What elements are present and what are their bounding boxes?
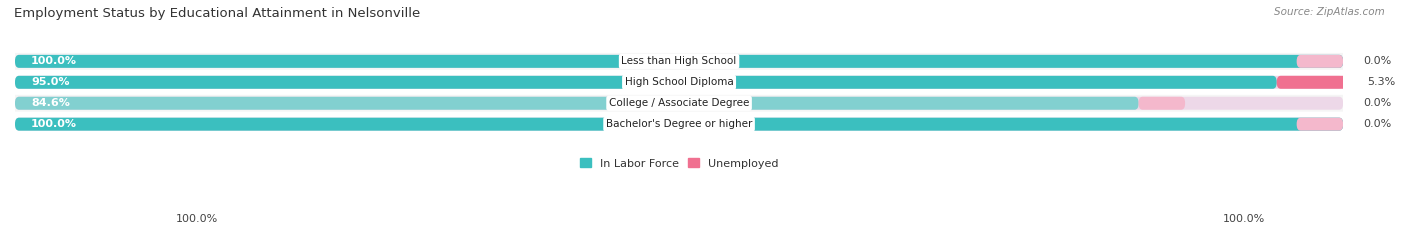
Text: 100.0%: 100.0% [31,119,77,129]
FancyBboxPatch shape [1139,97,1185,110]
Text: 84.6%: 84.6% [31,98,70,108]
Text: 0.0%: 0.0% [1362,98,1392,108]
FancyBboxPatch shape [1296,118,1343,131]
FancyBboxPatch shape [15,116,1343,133]
FancyBboxPatch shape [15,97,1139,110]
FancyBboxPatch shape [15,53,1343,70]
Text: 100.0%: 100.0% [176,214,218,224]
FancyBboxPatch shape [15,74,1343,91]
FancyBboxPatch shape [15,76,1343,89]
Text: 5.3%: 5.3% [1367,77,1395,87]
FancyBboxPatch shape [1296,55,1343,68]
Text: 100.0%: 100.0% [31,56,77,66]
Text: High School Diploma: High School Diploma [624,77,734,87]
Text: Less than High School: Less than High School [621,56,737,66]
Legend: In Labor Force, Unemployed: In Labor Force, Unemployed [579,158,779,169]
FancyBboxPatch shape [15,118,1343,131]
FancyBboxPatch shape [15,55,1343,68]
Text: College / Associate Degree: College / Associate Degree [609,98,749,108]
FancyBboxPatch shape [15,55,1343,68]
FancyBboxPatch shape [15,97,1343,110]
Text: 100.0%: 100.0% [1223,214,1265,224]
FancyBboxPatch shape [15,76,1277,89]
Text: Source: ZipAtlas.com: Source: ZipAtlas.com [1274,7,1385,17]
Text: Employment Status by Educational Attainment in Nelsonville: Employment Status by Educational Attainm… [14,7,420,20]
Text: Bachelor's Degree or higher: Bachelor's Degree or higher [606,119,752,129]
FancyBboxPatch shape [1277,76,1347,89]
FancyBboxPatch shape [15,118,1343,131]
FancyBboxPatch shape [15,95,1343,112]
Text: 0.0%: 0.0% [1362,119,1392,129]
Text: 95.0%: 95.0% [31,77,69,87]
Text: 0.0%: 0.0% [1362,56,1392,66]
